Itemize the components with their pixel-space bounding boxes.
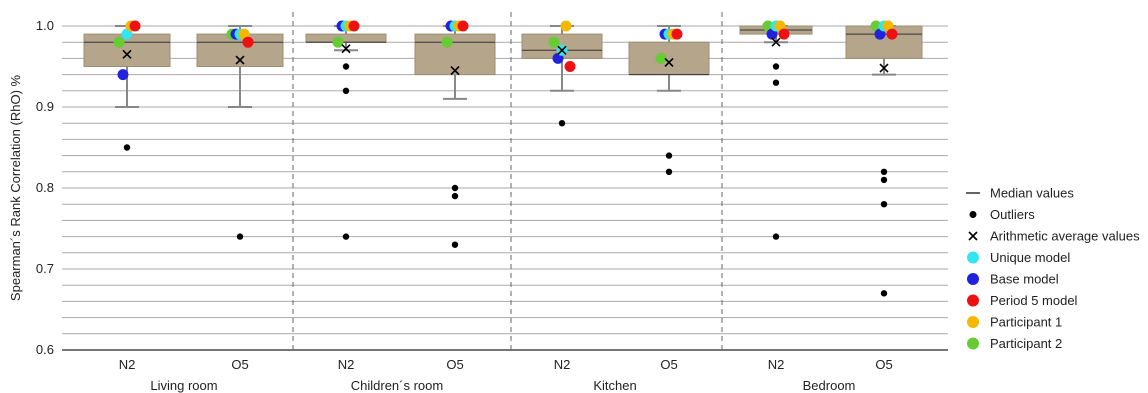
y-tick-label: 0.8 (36, 180, 54, 195)
legend-unique-symbol (967, 251, 979, 264)
group-label: Children´s room (351, 378, 443, 393)
point-p1 (560, 20, 572, 32)
x-tick-label: N2 (338, 357, 355, 372)
box-o5 (414, 33, 496, 76)
group-label: Living room (150, 378, 217, 393)
mean-marker (450, 65, 460, 76)
outlier-point (558, 120, 566, 127)
legend-base-symbol (967, 273, 979, 285)
point-p2 (332, 36, 344, 48)
legend-p1-symbol (967, 316, 979, 328)
outlier-point (342, 63, 350, 70)
legend-label: Outliers (990, 207, 1035, 222)
mean-marker (771, 37, 781, 47)
legend-outlier-symbol (969, 211, 977, 218)
point-period5 (886, 28, 898, 40)
outlier-point (451, 192, 459, 200)
box-o5 (628, 41, 710, 76)
legend-label: Unique model (990, 250, 1070, 265)
outlier-point (342, 233, 350, 240)
x-tick-label: O5 (231, 357, 248, 372)
group-label: Kitchen (593, 378, 636, 393)
legend-mean-symbol (968, 231, 978, 241)
box-n2 (305, 33, 387, 43)
mean-marker (341, 44, 351, 54)
legend-label: Participant 1 (990, 315, 1062, 330)
y-tick-label: 0.6 (36, 342, 54, 357)
legend-label: Participant 2 (990, 336, 1062, 351)
mean-marker (235, 55, 245, 65)
x-tick-label: N2 (554, 357, 571, 372)
legend-label: Period 5 model (990, 293, 1078, 308)
outlier-point (880, 168, 888, 175)
mean-marker (879, 63, 889, 73)
point-p2 (113, 36, 125, 48)
outlier-point (880, 290, 888, 297)
legend-p2-symbol (967, 337, 979, 350)
y-tick-label: 1.0 (36, 18, 54, 33)
x-tick-label: O5 (660, 357, 677, 372)
outlier-point (342, 87, 350, 95)
point-period5 (242, 36, 254, 48)
legend-label: Base model (990, 272, 1059, 287)
y-tick-label: 0.7 (36, 261, 54, 276)
y-tick-label: 0.9 (36, 99, 54, 114)
legend-period5-symbol (967, 294, 979, 307)
point-p2 (548, 36, 560, 48)
outlier-point (772, 63, 780, 70)
x-tick-label: N2 (768, 357, 785, 372)
outlier-point (772, 79, 780, 86)
point-period5 (671, 28, 683, 40)
point-period5 (129, 20, 141, 32)
legend-label: Arithmetic average values (990, 229, 1140, 244)
x-tick-label: O5 (875, 357, 892, 372)
group-label: Bedroom (803, 378, 856, 393)
outlier-point (880, 176, 888, 184)
y-axis-title: Spearman´s Rank Correlation (RhO) % (8, 74, 23, 301)
point-period5 (457, 20, 469, 32)
outlier-point (772, 233, 780, 240)
outlier-point (665, 152, 673, 159)
point-period5 (778, 28, 790, 40)
outlier-point (880, 201, 888, 208)
point-period5 (564, 61, 576, 72)
x-tick-label: N2 (119, 357, 136, 372)
outlier-point (236, 233, 244, 240)
x-tick-label: O5 (446, 357, 463, 372)
point-period5 (348, 20, 360, 32)
mean-marker (122, 49, 132, 59)
mean-marker (557, 45, 567, 55)
outlier-point (451, 241, 459, 248)
outlier-point (123, 144, 131, 151)
point-p2 (655, 52, 667, 64)
outlier-point (451, 184, 459, 192)
mean-marker (664, 57, 674, 68)
point-p2 (441, 36, 453, 48)
legend-label: Median values (990, 186, 1074, 201)
point-base (117, 69, 129, 81)
outlier-point (665, 168, 673, 175)
